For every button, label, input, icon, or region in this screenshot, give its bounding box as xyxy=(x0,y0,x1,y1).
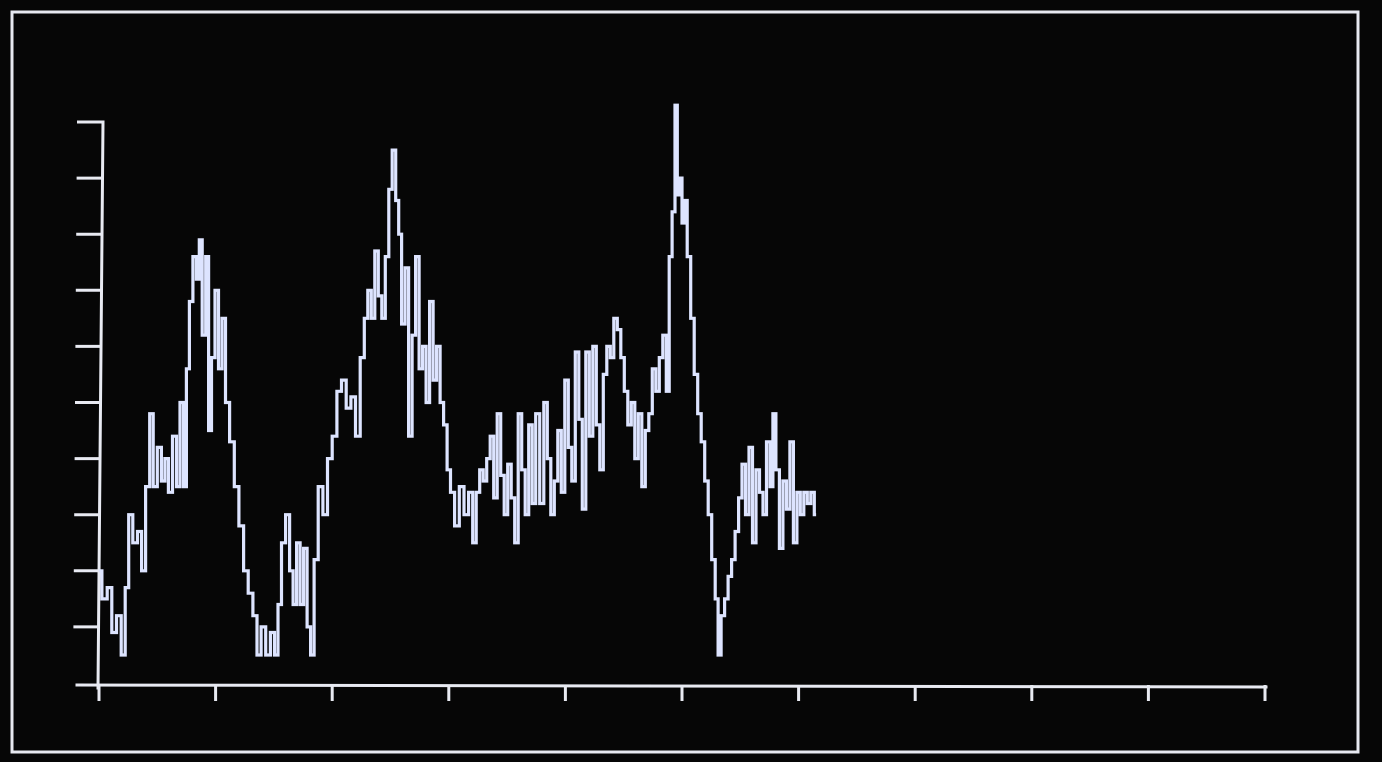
y-axis-line xyxy=(96,120,105,690)
x-axis-line xyxy=(75,683,1268,689)
axes xyxy=(73,120,1268,701)
series-line xyxy=(99,103,817,657)
screen-frame xyxy=(10,10,1360,754)
trace-layer xyxy=(99,103,817,657)
